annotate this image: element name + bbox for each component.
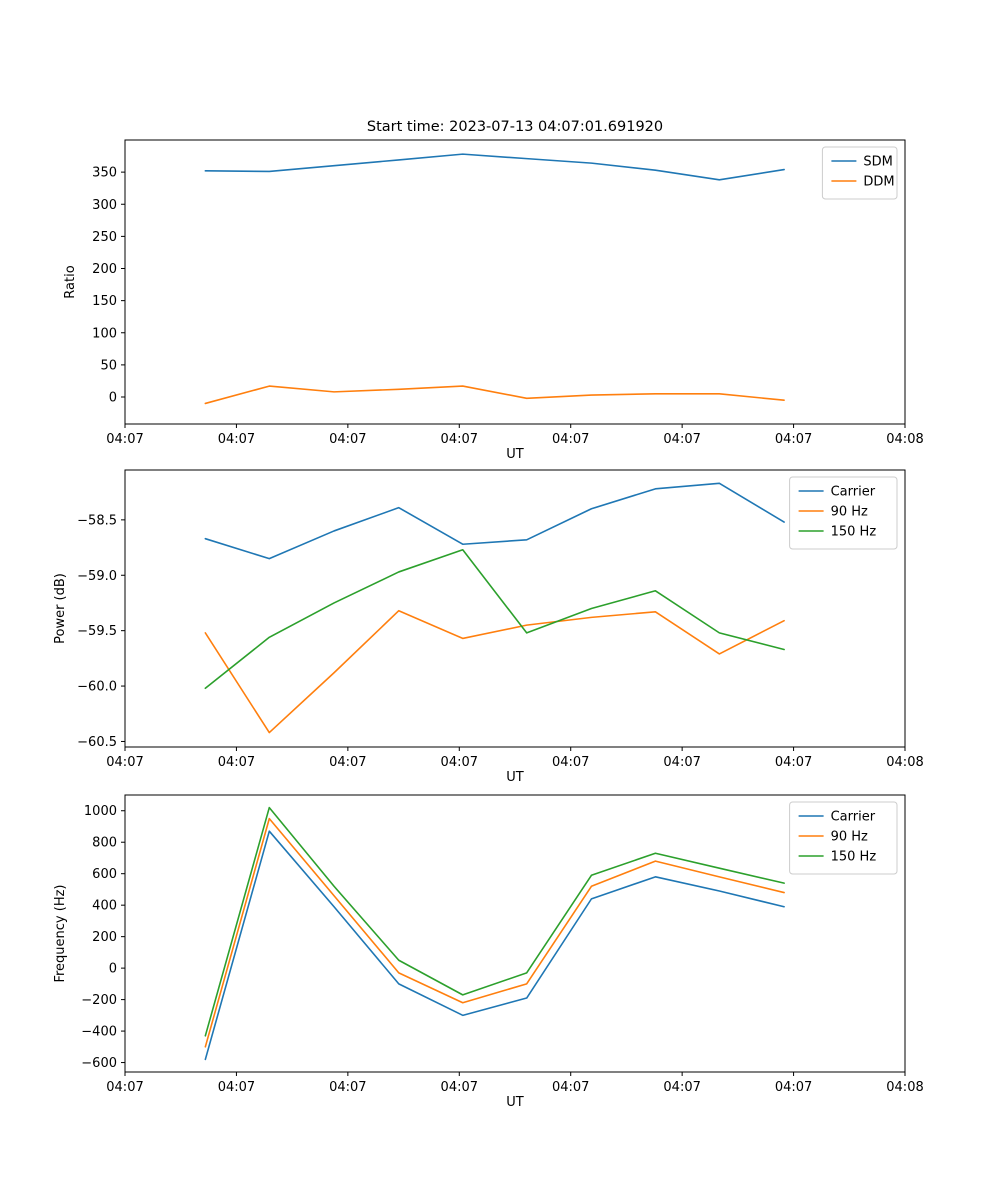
y-axis-label: Frequency (Hz) [53, 884, 68, 982]
x-tick-label: 04:07 [663, 755, 700, 770]
y-tick-label: 350 [92, 166, 117, 181]
y-tick-label: 600 [92, 867, 117, 882]
series-line-90-hz [204, 817, 785, 1048]
y-tick-label: 800 [92, 836, 117, 851]
y-tick-label: −58.5 [77, 513, 117, 528]
x-tick-label: 04:07 [775, 1080, 812, 1095]
x-tick-label: 04:08 [886, 1080, 923, 1095]
y-tick-label: 300 [92, 198, 117, 213]
x-tick-label: 04:07 [106, 1080, 143, 1095]
series-line-ddm [204, 385, 785, 405]
series-line-carrier [204, 482, 785, 560]
y-tick-label: 400 [92, 899, 117, 914]
x-tick-label: 04:07 [106, 755, 143, 770]
y-tick-label: −60.0 [77, 680, 117, 695]
series-line-90-hz [204, 609, 785, 734]
series-line-150-hz [204, 806, 785, 1037]
x-tick-label: 04:07 [663, 432, 700, 447]
legend-label: DDM [863, 175, 894, 190]
axes-frame [124, 794, 906, 1073]
y-tick-label: −400 [81, 1025, 117, 1040]
x-axis-label: UT [506, 1095, 524, 1110]
axes-frame [124, 469, 906, 748]
y-tick-label: −200 [81, 993, 117, 1008]
y-tick-label: 250 [92, 230, 117, 245]
x-tick-label: 04:07 [218, 755, 255, 770]
series-line-sdm [204, 153, 785, 181]
x-tick-label: 04:08 [886, 432, 923, 447]
y-tick-label: −60.5 [77, 735, 117, 750]
x-tick-label: 04:08 [886, 755, 923, 770]
x-tick-label: 04:07 [329, 1080, 366, 1095]
x-tick-label: 04:07 [218, 432, 255, 447]
legend-label: 90 Hz [831, 505, 868, 520]
x-tick-label: 04:07 [552, 1080, 589, 1095]
y-tick-label: 1000 [84, 804, 117, 819]
series-line-150-hz [204, 548, 785, 690]
legend-label: 90 Hz [831, 830, 868, 845]
y-tick-label: 150 [92, 294, 117, 309]
x-tick-label: 04:07 [218, 1080, 255, 1095]
x-axis-label: UT [506, 447, 524, 462]
y-tick-label: 100 [92, 326, 117, 341]
y-tick-label: 0 [109, 962, 117, 977]
y-tick-label: 200 [92, 262, 117, 277]
x-tick-label: 04:07 [329, 432, 366, 447]
y-axis-label: Power (dB) [53, 573, 68, 644]
y-tick-label: −600 [81, 1056, 117, 1071]
axes-frame [124, 139, 906, 425]
x-axis-label: UT [506, 770, 524, 785]
x-tick-label: 04:07 [329, 755, 366, 770]
y-tick-label: −59.0 [77, 569, 117, 584]
x-tick-label: 04:07 [441, 755, 478, 770]
series-line-carrier [204, 830, 785, 1061]
legend-label: Carrier [831, 810, 876, 825]
x-tick-label: 04:07 [441, 1080, 478, 1095]
y-axis-label: Ratio [63, 265, 78, 298]
y-tick-label: 0 [109, 391, 117, 406]
x-tick-label: 04:07 [441, 432, 478, 447]
legend-label: 150 Hz [831, 525, 877, 540]
legend-box [821, 146, 898, 200]
legend-label: 150 Hz [831, 850, 877, 865]
y-tick-label: 50 [100, 358, 117, 373]
legend-label: Carrier [831, 485, 876, 500]
y-tick-label: −59.5 [77, 624, 117, 639]
x-tick-label: 04:07 [552, 432, 589, 447]
x-tick-label: 04:07 [775, 432, 812, 447]
x-tick-label: 04:07 [663, 1080, 700, 1095]
x-tick-label: 04:07 [775, 755, 812, 770]
figure-title: Start time: 2023-07-13 04:07:01.691920 [366, 119, 664, 135]
legend-label: SDM [863, 155, 892, 170]
x-tick-label: 04:07 [552, 755, 589, 770]
y-tick-label: 200 [92, 930, 117, 945]
x-tick-label: 04:07 [106, 432, 143, 447]
